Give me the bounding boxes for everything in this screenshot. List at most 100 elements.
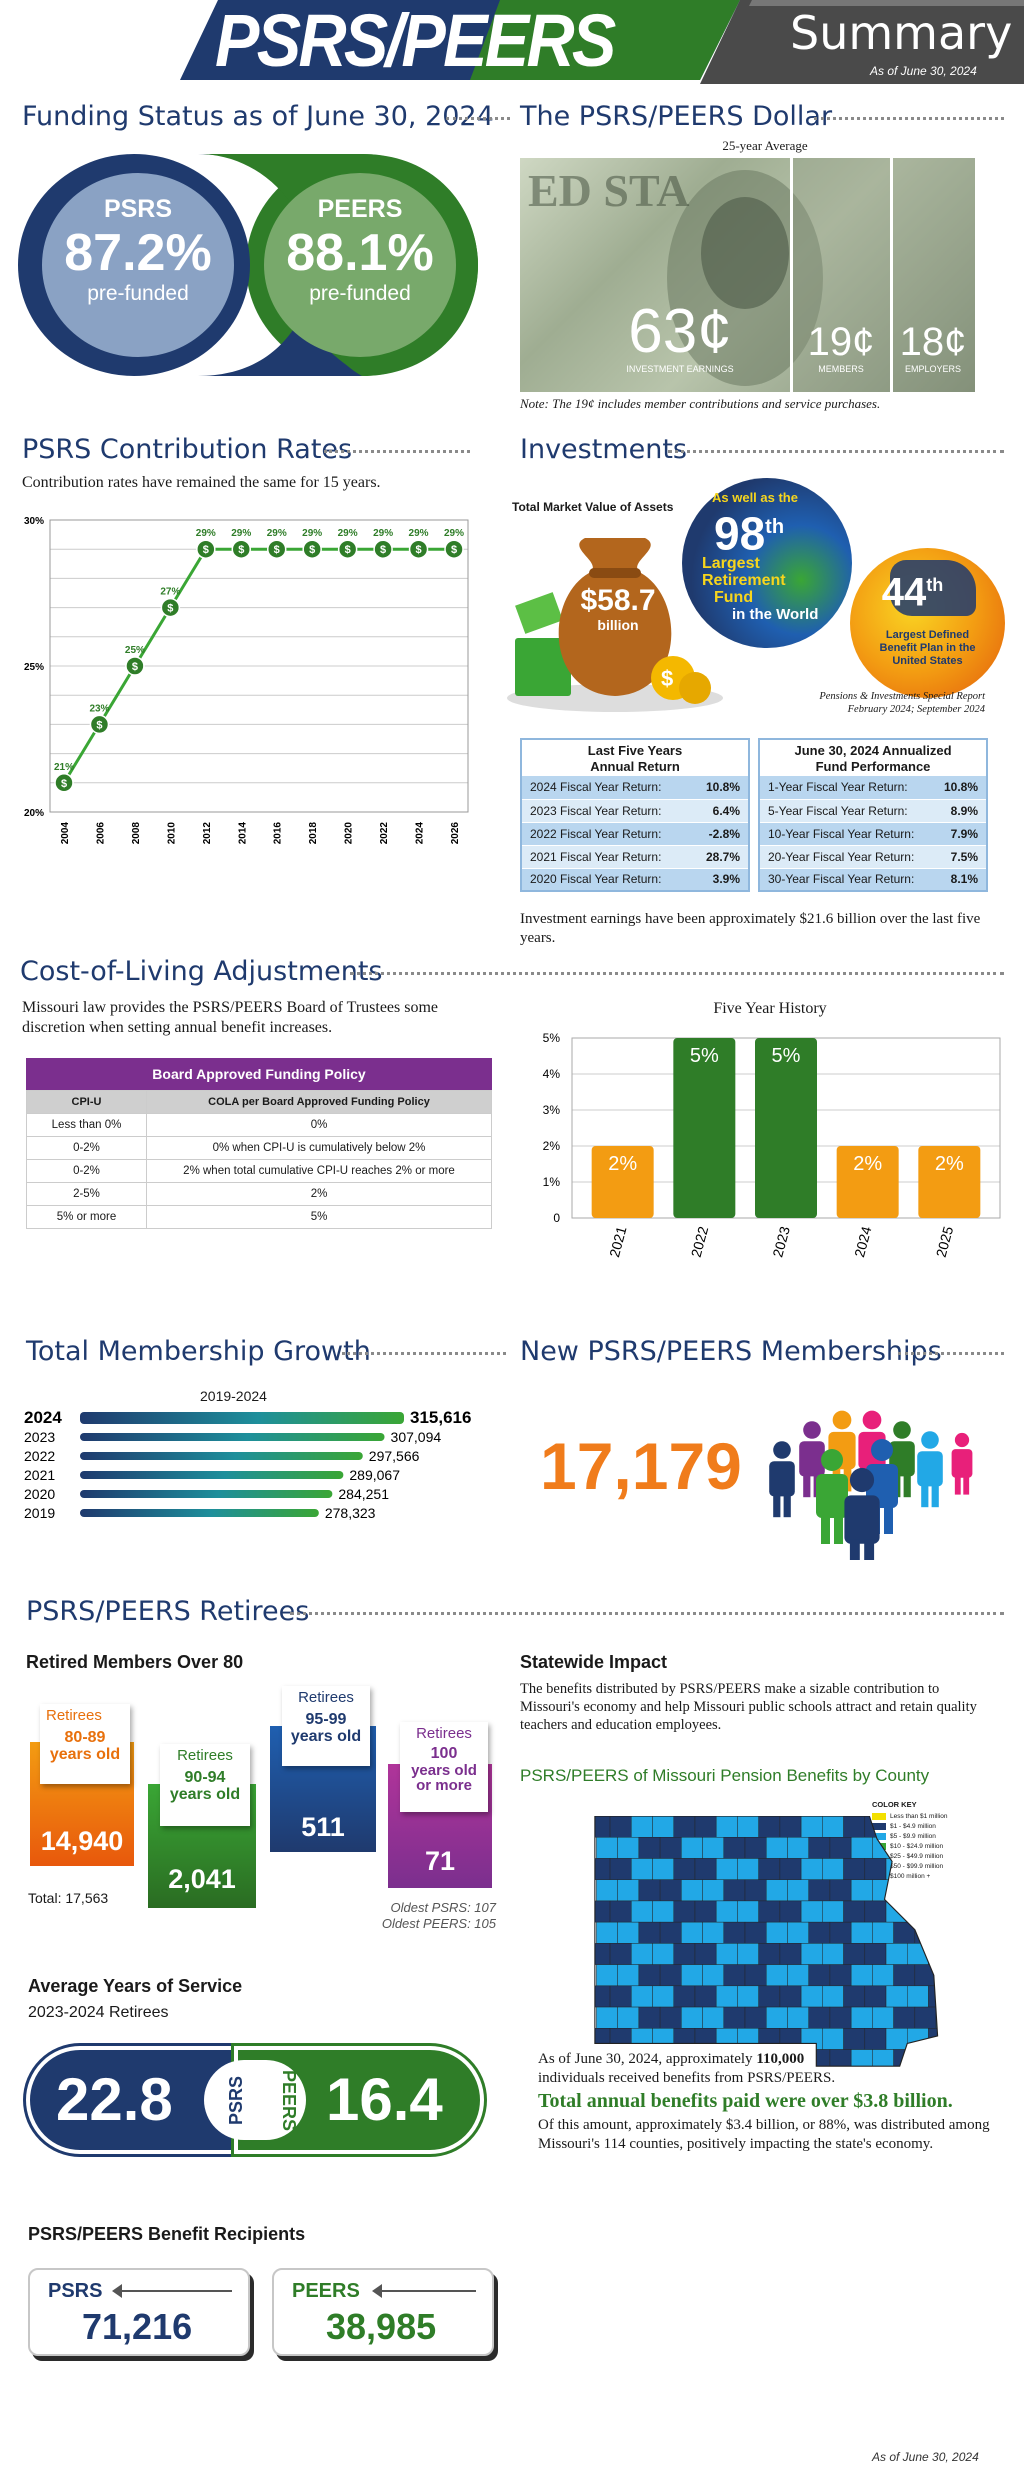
x-tick-label: 2004 [60, 822, 71, 845]
data-label: 29% [373, 528, 393, 539]
data-point [373, 539, 393, 559]
x-tick-label: 2008 [131, 822, 142, 845]
cola-bar-chart: 5% 4% 3% 2% 1% 0 2% 2021 5% 2022 5% 2023 2% 2024 2% 202… [543, 1031, 1001, 1259]
psrs-recipients-card: PSRS 71,216 [28, 2268, 250, 2356]
table-cell: 0-2% [26, 1159, 147, 1183]
y-tick-label: 1% [543, 1175, 561, 1189]
table-row: 0-2% 0% when CPI-U is cumulatively below … [26, 1136, 492, 1160]
dollar-earnings: 63¢ INVESTMENT EARNINGS [580, 297, 780, 375]
peers-vertical-label: PEERS [279, 2069, 300, 2132]
color-key-item: $5 - $9.9 million [872, 1831, 992, 1841]
x-tick-label: 2012 [202, 822, 213, 845]
us-l1: Largest Defined [885, 629, 970, 642]
x-tick-label: 2021 [606, 1224, 630, 1258]
x-tick-label: 2023 [769, 1224, 793, 1258]
footer-date: As of June 30, 2024 [872, 2450, 979, 2464]
y-tick-label: 2019 [24, 1505, 55, 1521]
point-dollar-icon: $ [203, 544, 209, 556]
table-row: 5% or more 5% [26, 1205, 492, 1229]
data-point [444, 539, 464, 559]
peers-years: 16.4 [326, 2066, 443, 2133]
arrow-left-icon [374, 2290, 476, 2292]
bar-label: 5% [690, 1045, 719, 1067]
row-value: 8.9% [932, 799, 987, 823]
table-row: 2023 Fiscal Year Return: 6.4% [521, 799, 749, 823]
x-tick-label: 2026 [450, 822, 461, 845]
bar-label: 2% [853, 1153, 882, 1175]
bar [755, 1038, 817, 1218]
earnings-label: INVESTMENT EARNINGS [626, 364, 734, 374]
x-tick-label: 2022 [688, 1224, 712, 1258]
color-key-label: $5 - $9.9 million [890, 1832, 936, 1840]
impact-text: The benefits distributed by PSRS/PEERS m… [520, 1681, 977, 1733]
table-row: 20-Year Fiscal Year Return: 7.5% [759, 845, 987, 869]
color-key-label: $50 - $99.9 million [890, 1862, 944, 1870]
y-tick-label: 2022 [24, 1448, 55, 1464]
divider [446, 117, 510, 120]
five-year-returns-table: Last Five Years Annual Return 2024 Fiscal… [520, 738, 750, 892]
swatch [872, 1822, 886, 1830]
table-row: 30-Year Fiscal Year Return: 8.1% [759, 868, 987, 892]
missouri-county-map [594, 1816, 939, 2067]
tmv-amount: $58.7 [580, 584, 656, 617]
table-cell: 5% or more [26, 1205, 147, 1229]
policy-title: Board Approved Funding Policy [26, 1058, 492, 1090]
dollar-employers: 18¢ EMPLOYERS [893, 320, 973, 374]
dollar-title: The PSRS/PEERS Dollar [520, 101, 833, 132]
x-tick-label: 2018 [308, 822, 319, 845]
point-dollar-icon: $ [380, 544, 386, 556]
peers-recipients-card: PEERS 38,985 [272, 2268, 494, 2356]
data-point [266, 539, 287, 559]
y-tick-label: 0 [553, 1211, 560, 1225]
y-tick-label: 25% [24, 662, 44, 673]
psrs-label: PSRS [103, 195, 173, 223]
funding-title: Funding Status as of June 30, 2024 [22, 101, 494, 132]
service-subtitle: 2023-2024 Retirees [28, 2004, 169, 2021]
table-cell: 0-2% [26, 1136, 147, 1160]
globe-l1: Largest [702, 555, 760, 573]
row-value: 10.8% [690, 776, 749, 800]
retirees-95-99-callout: Retirees 95-99 years old [282, 1686, 370, 1766]
globe-l2: Retirement [702, 572, 786, 590]
data-label: 29% [267, 528, 287, 539]
row-label: 2024 Fiscal Year Return: [521, 776, 691, 800]
row-label: 20-Year Fiscal Year Return: [759, 845, 933, 869]
summary-title: Summary [790, 6, 1013, 60]
x-tick-label: 2006 [95, 822, 106, 845]
table-cell: 2% [146, 1182, 492, 1206]
five-year-history-title: Five Year History [713, 1000, 827, 1017]
y-tick-label: 2021 [24, 1467, 55, 1483]
cola-text: Missouri law provides the PSRS/PEERS Boa… [22, 999, 439, 1036]
county-distribution: Of this amount, approximately $3.4 billi… [538, 2117, 990, 2152]
growth-chart-title: 2019-2024 [200, 1388, 267, 1404]
x-tick-label: 2025 [933, 1224, 957, 1258]
bar-label: 5% [772, 1045, 801, 1067]
over80-total: Total: 17,563 [28, 1890, 109, 1906]
row-label: 5-Year Fiscal Year Return: [759, 799, 933, 823]
table-cell: Less than 0% [26, 1113, 147, 1137]
bar [80, 1490, 333, 1498]
data-label: 21% [54, 762, 74, 773]
row-label: 2022 Fiscal Year Return: [521, 822, 691, 846]
table-cell: 2-5% [26, 1182, 147, 1206]
map-title: PSRS/PEERS of Missouri Pension Benefits … [520, 1766, 930, 1785]
table-cell: 5% [146, 1205, 492, 1229]
retirees-100-count: 71 [424, 1846, 456, 1876]
point-dollar-icon: $ [345, 544, 351, 556]
point-dollar-icon: $ [167, 603, 173, 615]
returns-rows: 2024 Fiscal Year Return: 10.8% 2023 Fiscal… [520, 776, 750, 892]
table-row: 10-Year Fiscal Year Return: 7.9% [759, 822, 987, 846]
earnings-value: 63¢ [628, 297, 732, 366]
state-outline [594, 1816, 939, 2067]
row-label: 10-Year Fiscal Year Return: [759, 822, 933, 846]
data-point [160, 597, 181, 618]
bar [80, 1509, 319, 1517]
y-tick-label: 3% [543, 1103, 561, 1117]
globe-top: As well as the [712, 490, 798, 505]
table-cell: 0% when CPI-U is cumulatively below 2% [146, 1136, 492, 1160]
pi-source: Pensions & Investments Special Report Fe… [819, 691, 985, 715]
swatch [872, 1812, 886, 1820]
peers-recipients-count: 38,985 [326, 2306, 437, 2347]
peers-funding: PEERS 88.1% pre-funded [262, 195, 458, 306]
bar-label: 278,323 [325, 1505, 376, 1521]
